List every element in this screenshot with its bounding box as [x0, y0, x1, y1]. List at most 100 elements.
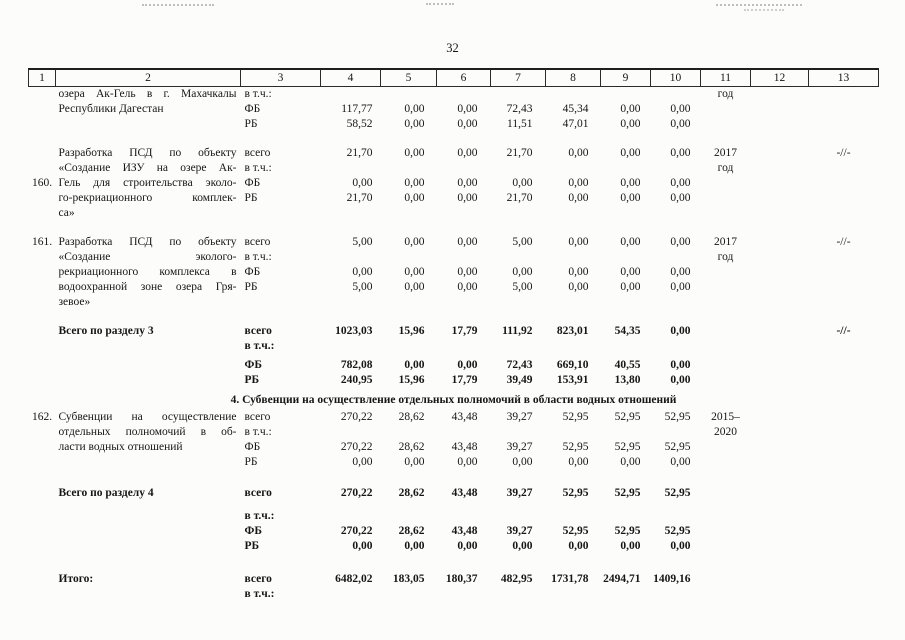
cell-col-8: 0,00	[568, 281, 589, 293]
header-col-10: 10	[650, 68, 701, 87]
cell-col-8	[546, 509, 601, 524]
cell-col-3: ФБ	[244, 359, 262, 371]
cell-col-10	[651, 250, 701, 265]
spacer-row	[29, 221, 879, 235]
table-row: «Создание ИЗУ на озере Ак-в т.ч.: год	[29, 161, 879, 176]
cell-col-12	[751, 373, 809, 388]
cell-col-9: 0,00	[620, 192, 641, 204]
cell-col-11	[701, 324, 751, 339]
spacer-row	[29, 470, 879, 486]
cell-col-7: 72,43	[506, 359, 533, 371]
cell-col-5: 0,00	[404, 281, 425, 293]
cell-col-5	[381, 87, 437, 103]
cell-col-2: ласти водных отношений	[58, 441, 183, 453]
cell-col-3: ФБ	[244, 103, 261, 115]
cell-col-4: 5,00	[352, 236, 373, 248]
cell-col-7: 482,95	[500, 573, 533, 585]
cell-col-10: 0,00	[670, 266, 691, 278]
cell-col-11: 2017	[714, 236, 737, 248]
cell-col-2	[56, 373, 241, 388]
cell-col-3: РБ	[244, 118, 258, 130]
cell-col-8: 153,91	[556, 374, 589, 386]
cell-col-7: 21,70	[506, 192, 533, 204]
cell-col-3: всего	[244, 236, 271, 248]
cell-col-5: 15,96	[398, 325, 425, 337]
cell-col-11	[701, 587, 751, 602]
table-row: Итого: всего 6482,02 183,05 180,37 482,95 1731…	[29, 572, 879, 587]
cell-col-12	[751, 358, 809, 373]
cell-col-2	[56, 524, 241, 539]
header-col-4: 4	[320, 68, 381, 87]
cell-col-11	[701, 176, 751, 191]
cell-col-3: всего	[244, 573, 272, 585]
cell-col-4	[321, 339, 381, 354]
cell-col-9: 52,95	[614, 525, 641, 537]
financing-table: 1 2 3 4 5 6 7 8 9 10 11 12 13 озера Ак-Г…	[28, 68, 879, 602]
cell-col-1	[29, 455, 56, 470]
cell-col-6	[437, 250, 491, 265]
cell-col-12	[751, 524, 809, 539]
cell-col-6: 0,00	[457, 103, 478, 115]
cell-col-2: го-рекриационного комплек-	[58, 192, 237, 204]
cell-col-5	[381, 509, 437, 524]
cell-col-12	[751, 455, 809, 470]
cell-col-13	[809, 265, 879, 280]
cell-col-2	[56, 455, 241, 470]
cell-col-1	[29, 206, 56, 221]
cell-col-13	[809, 280, 879, 295]
cell-col-8: 52,95	[562, 411, 589, 423]
cell-col-7: 0,00	[512, 266, 533, 278]
cell-col-3: ФБ	[244, 441, 261, 453]
cell-col-11	[701, 486, 751, 501]
cell-col-6	[437, 339, 491, 354]
cell-col-11	[701, 572, 751, 587]
cell-col-7: 39,27	[506, 411, 533, 423]
cell-col-6: 0,00	[457, 540, 478, 552]
cell-col-13	[809, 250, 879, 265]
cell-col-3: в т.ч.:	[244, 162, 272, 174]
cell-col-9: 0,00	[620, 540, 641, 552]
cell-col-7	[491, 425, 546, 440]
cell-col-5	[381, 425, 437, 440]
cell-col-1	[29, 339, 56, 354]
cell-col-13	[809, 587, 879, 602]
cell-col-13: -//-	[836, 236, 851, 248]
cell-col-13	[809, 486, 879, 501]
cell-col-6	[437, 161, 491, 176]
cell-col-9: 54,35	[614, 325, 641, 337]
table-row: 162. Субвенции на осуществление всего 270,2…	[29, 410, 879, 425]
cell-col-12	[751, 539, 809, 554]
cell-col-4: 270,22	[340, 411, 373, 423]
cell-col-9: 0,00	[620, 103, 641, 115]
cell-col-6	[437, 587, 491, 602]
cell-col-11	[701, 339, 751, 354]
table-row: РБ 58,52 0,00 0,00 11,51 47,01 0,00 0,00	[29, 117, 879, 132]
cell-col-11	[701, 191, 751, 206]
cell-col-10: 1409,16	[653, 573, 691, 585]
spacer-row	[29, 501, 879, 509]
cell-col-13	[809, 87, 879, 103]
table-row: РБ 240,95 15,96 17,79 39,49 153,91 13,80 0,00	[29, 373, 879, 388]
cell-col-8: 0,00	[568, 192, 589, 204]
cell-col-3: в т.ч.:	[244, 510, 275, 522]
scan-artifact	[716, 4, 802, 6]
cell-col-7	[491, 295, 546, 310]
table-row: в т.ч.:	[29, 339, 879, 354]
spacer-row	[29, 554, 879, 572]
cell-col-3: в т.ч.:	[244, 588, 275, 600]
cell-col-6	[437, 87, 491, 103]
cell-col-2: Гель для строительства эколо-	[58, 177, 237, 189]
spacer-cell	[29, 310, 879, 324]
cell-col-6: 0,00	[457, 236, 478, 248]
cell-col-11	[701, 295, 751, 310]
cell-col-13	[809, 295, 879, 310]
cell-col-1	[29, 358, 56, 373]
cell-col-9: 52,95	[614, 411, 641, 423]
cell-col-5	[381, 161, 437, 176]
table-row: РБ 0,00 0,00 0,00 0,00 0,00 0,00 0,00	[29, 539, 879, 554]
cell-col-1: 161.	[31, 236, 53, 248]
cell-col-8: 0,00	[568, 147, 589, 159]
cell-col-11	[701, 509, 751, 524]
table-row: в т.ч.:	[29, 587, 879, 602]
cell-col-9: 0,00	[620, 177, 641, 189]
